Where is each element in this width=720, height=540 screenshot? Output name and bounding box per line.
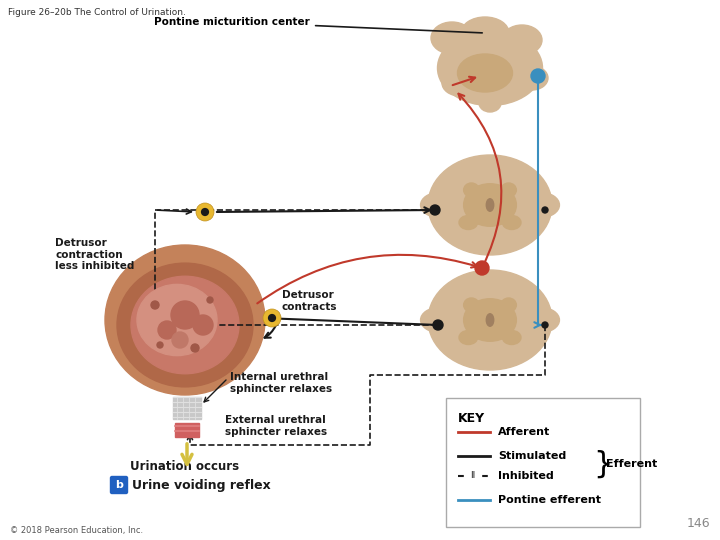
Text: 146: 146 bbox=[686, 517, 710, 530]
Text: Detrusor
contraction
less inhibited: Detrusor contraction less inhibited bbox=[55, 238, 135, 271]
Circle shape bbox=[193, 315, 213, 335]
Text: II: II bbox=[470, 471, 475, 481]
Circle shape bbox=[433, 320, 443, 330]
Ellipse shape bbox=[502, 25, 542, 55]
Ellipse shape bbox=[428, 155, 552, 255]
FancyBboxPatch shape bbox=[446, 398, 640, 527]
Ellipse shape bbox=[438, 30, 542, 105]
Ellipse shape bbox=[420, 307, 458, 333]
Circle shape bbox=[172, 332, 188, 348]
Ellipse shape bbox=[131, 276, 239, 374]
Circle shape bbox=[531, 69, 545, 83]
Text: Urination occurs: Urination occurs bbox=[130, 460, 239, 473]
Ellipse shape bbox=[464, 298, 479, 312]
Circle shape bbox=[158, 321, 176, 339]
Text: Internal urethral
sphincter relaxes: Internal urethral sphincter relaxes bbox=[230, 372, 332, 394]
Ellipse shape bbox=[477, 272, 503, 288]
Circle shape bbox=[263, 309, 281, 327]
Ellipse shape bbox=[428, 270, 552, 370]
Circle shape bbox=[207, 297, 213, 303]
Circle shape bbox=[430, 205, 440, 215]
Ellipse shape bbox=[137, 285, 217, 356]
Ellipse shape bbox=[457, 54, 513, 92]
Ellipse shape bbox=[522, 192, 559, 218]
Text: Pontine micturition center: Pontine micturition center bbox=[154, 17, 482, 33]
Text: Stimulated: Stimulated bbox=[498, 451, 566, 461]
Ellipse shape bbox=[464, 299, 516, 341]
Text: Detrusor
contracts: Detrusor contracts bbox=[282, 290, 338, 312]
Ellipse shape bbox=[522, 307, 559, 333]
Text: External urethral
sphincter relaxes: External urethral sphincter relaxes bbox=[225, 415, 327, 437]
Ellipse shape bbox=[503, 215, 521, 230]
Text: KEY: KEY bbox=[458, 412, 485, 425]
Ellipse shape bbox=[503, 330, 521, 345]
Circle shape bbox=[475, 261, 489, 275]
Ellipse shape bbox=[461, 17, 509, 49]
Ellipse shape bbox=[486, 199, 494, 211]
Text: b: b bbox=[115, 480, 123, 490]
FancyBboxPatch shape bbox=[110, 476, 127, 494]
Ellipse shape bbox=[486, 314, 494, 326]
Circle shape bbox=[171, 301, 199, 329]
Text: Figure 26–20b The Control of Urination.: Figure 26–20b The Control of Urination. bbox=[8, 8, 186, 17]
Bar bbox=[173, 397, 201, 419]
Ellipse shape bbox=[479, 94, 501, 112]
Ellipse shape bbox=[477, 237, 503, 253]
Circle shape bbox=[157, 342, 163, 348]
Ellipse shape bbox=[431, 22, 473, 54]
Ellipse shape bbox=[477, 157, 503, 173]
Ellipse shape bbox=[464, 184, 516, 226]
Bar bbox=[175, 423, 199, 437]
Text: Efferent: Efferent bbox=[606, 459, 657, 469]
Text: Afferent: Afferent bbox=[498, 427, 550, 437]
Ellipse shape bbox=[478, 75, 522, 101]
Ellipse shape bbox=[464, 183, 479, 197]
Circle shape bbox=[542, 207, 548, 213]
Circle shape bbox=[191, 344, 199, 352]
Ellipse shape bbox=[516, 66, 548, 90]
Ellipse shape bbox=[459, 215, 477, 230]
Circle shape bbox=[196, 203, 214, 221]
Text: Inhibited: Inhibited bbox=[498, 471, 554, 481]
Ellipse shape bbox=[501, 298, 516, 312]
Text: }: } bbox=[593, 449, 613, 478]
Text: Pontine efferent: Pontine efferent bbox=[498, 495, 601, 505]
Ellipse shape bbox=[117, 263, 253, 387]
Circle shape bbox=[269, 315, 276, 321]
Ellipse shape bbox=[501, 183, 516, 197]
Ellipse shape bbox=[477, 352, 503, 368]
Ellipse shape bbox=[442, 70, 478, 96]
Ellipse shape bbox=[459, 330, 477, 345]
Circle shape bbox=[542, 322, 548, 328]
Circle shape bbox=[202, 208, 208, 215]
Ellipse shape bbox=[105, 245, 265, 395]
Ellipse shape bbox=[420, 192, 458, 218]
Circle shape bbox=[151, 301, 159, 309]
Text: © 2018 Pearson Education, Inc.: © 2018 Pearson Education, Inc. bbox=[10, 526, 143, 535]
Text: Urine voiding reflex: Urine voiding reflex bbox=[132, 478, 271, 491]
